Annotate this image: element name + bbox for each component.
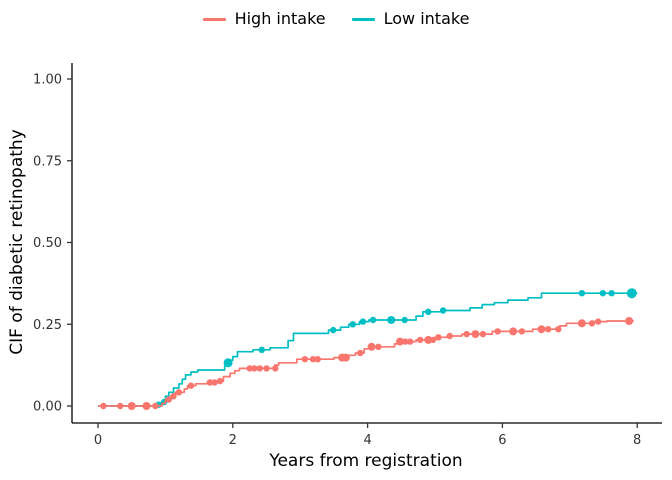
censor-dot-high-intake <box>165 396 172 403</box>
censor-dot-high-intake <box>417 336 424 344</box>
censor-dot-high-intake <box>479 330 487 338</box>
censor-dot-high-intake <box>435 334 442 341</box>
series-line-high-intake <box>98 320 634 407</box>
censor-dot-high-intake <box>594 318 602 325</box>
censor-dot-low-intake <box>439 307 447 314</box>
censor-dot-low-intake <box>599 290 606 297</box>
censor-dot-low-intake <box>223 358 233 368</box>
series-line-low-intake <box>98 292 638 407</box>
censor-dot-high-intake <box>301 356 309 363</box>
censor-dot-high-intake <box>246 365 253 372</box>
censor-dot-high-intake <box>406 338 414 345</box>
censor-dot-low-intake <box>369 316 377 324</box>
censor-dot-high-intake <box>127 402 136 410</box>
censor-dot-high-intake <box>100 402 107 410</box>
censor-dot-high-intake <box>187 382 195 389</box>
censor-dot-high-intake <box>537 325 546 334</box>
y-tick-label: 0.25 <box>33 318 62 333</box>
legend: High intake Low intake <box>0 11 672 27</box>
x-tick-label: 4 <box>363 433 371 448</box>
censor-dot-high-intake <box>545 326 552 333</box>
censor-dot-high-intake <box>117 402 124 410</box>
censor-dot-high-intake <box>429 336 437 344</box>
censor-dot-low-intake <box>401 316 408 324</box>
censor-dot-high-intake <box>251 365 258 372</box>
censor-dot-high-intake <box>375 343 382 350</box>
censor-dot-high-intake <box>314 356 321 363</box>
censor-dot-high-intake <box>463 330 470 338</box>
censor-dot-low-intake <box>578 290 586 297</box>
censor-dot-high-intake <box>216 377 224 385</box>
censor-dot-high-intake <box>256 365 263 372</box>
x-axis-title: Years from registration <box>268 451 462 471</box>
censor-dot-high-intake <box>518 328 526 335</box>
censor-dot-high-intake <box>152 402 159 410</box>
censor-dot-high-intake <box>175 389 183 396</box>
legend-item-high-intake: High intake <box>202 9 326 28</box>
censor-dot-high-intake <box>272 365 279 372</box>
x-tick-label: 0 <box>94 433 102 448</box>
censor-dot-high-intake <box>142 402 151 410</box>
censor-dot-low-intake <box>608 290 615 297</box>
legend-label-high-intake: High intake <box>234 9 326 28</box>
censor-dot-high-intake <box>402 338 409 345</box>
legend-key-line-low-intake <box>351 17 375 21</box>
censor-dot-high-intake <box>263 365 270 372</box>
censor-dot-high-intake <box>446 332 453 340</box>
censor-dot-low-intake <box>425 308 432 315</box>
censor-dot-low-intake <box>359 318 367 325</box>
y-tick-label: 1.00 <box>33 73 62 88</box>
censor-dot-high-intake <box>357 349 364 357</box>
censor-dot-low-intake <box>258 346 265 353</box>
censor-dot-high-intake <box>509 327 518 336</box>
censor-dot-high-intake <box>577 319 586 328</box>
censor-dot-high-intake <box>342 353 350 362</box>
censor-dot-high-intake <box>555 326 562 333</box>
censor-dot-high-intake <box>424 335 433 344</box>
censor-dot-high-intake <box>367 342 376 351</box>
censor-dot-high-intake <box>625 317 634 325</box>
censor-dot-high-intake <box>309 356 317 363</box>
censor-dot-high-intake <box>494 328 501 335</box>
censor-dot-low-intake <box>330 326 337 334</box>
censor-dot-high-intake <box>170 393 177 400</box>
censor-dot-high-intake <box>206 379 214 386</box>
y-axis-title: CIF of diabetic retinopathy <box>7 129 27 355</box>
censor-dot-high-intake <box>396 337 404 346</box>
y-tick-label: 0.00 <box>33 400 62 415</box>
censor-dot-high-intake <box>211 379 218 386</box>
legend-item-low-intake: Low intake <box>351 9 470 28</box>
censor-dot-high-intake <box>471 330 480 339</box>
censor-dot-low-intake <box>349 321 356 328</box>
legend-label-low-intake: Low intake <box>383 9 470 28</box>
x-tick-label: 2 <box>229 433 237 448</box>
legend-key-line-high-intake <box>202 17 226 21</box>
x-tick-label: 6 <box>498 433 506 448</box>
censor-dot-low-intake <box>387 316 396 324</box>
censor-dot-high-intake <box>588 320 596 327</box>
y-tick-label: 0.75 <box>33 154 62 169</box>
censor-dot-low-intake <box>626 288 637 299</box>
y-tick-label: 0.50 <box>33 236 62 251</box>
x-tick-label: 8 <box>633 433 641 448</box>
